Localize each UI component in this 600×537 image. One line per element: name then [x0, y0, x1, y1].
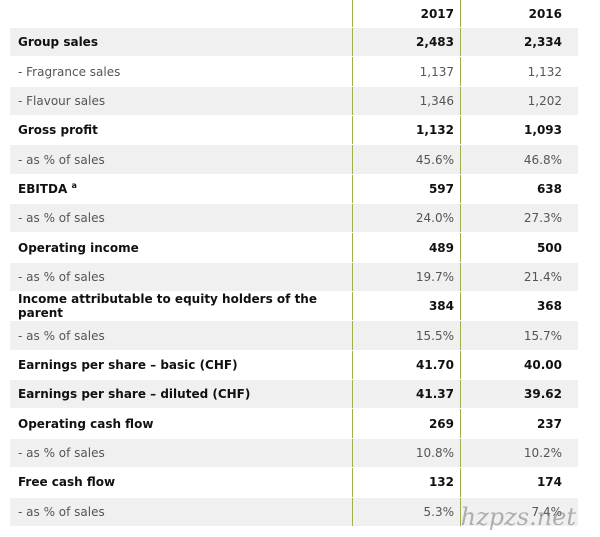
row-label: Earnings per share – diluted (CHF) — [10, 387, 352, 401]
cell-value: 39.62 — [460, 380, 568, 409]
table-row: Operating cash flow 269 237 — [10, 409, 578, 439]
cell-value: 500 — [460, 233, 568, 262]
row-label-text: Group sales — [18, 35, 98, 50]
row-label-text: Free cash flow — [18, 475, 116, 490]
table-row: Earnings per share – basic (CHF) 41.70 40.… — [10, 350, 578, 381]
cell-value: 597 — [352, 174, 460, 204]
row-label-text: - as % of sales — [18, 445, 105, 460]
table-row: Gross profit 1,132 1,093 — [10, 116, 578, 146]
cell-value: 27.3% — [460, 204, 568, 233]
row-label: Income attributable to equity holders of… — [10, 292, 352, 320]
table-row: - as % of sales 24.0% 27.3% — [10, 204, 578, 234]
cell-value: 2,334 — [460, 28, 568, 57]
row-label: Operating cash flow — [10, 417, 352, 431]
cell-value: 1,093 — [460, 116, 568, 145]
table-row: - Fragrance sales 1,137 1,132 — [10, 57, 578, 87]
cell-value: 384 — [352, 292, 460, 321]
cell-value: 489 — [352, 233, 460, 262]
cell-value: 21.4% — [460, 262, 568, 292]
table-row: Earnings per share – diluted (CHF) 41.37 3… — [10, 380, 578, 410]
row-label: Operating income — [10, 241, 352, 255]
cell-value: 638 — [460, 174, 568, 204]
row-label: Earnings per share – basic (CHF) — [10, 358, 352, 372]
row-label-text: - as % of sales — [18, 211, 105, 226]
financial-table: 2017 2016 Group sales 2,483 2,334- Fragrance… — [10, 0, 578, 527]
footnote-mark: a — [71, 181, 77, 191]
row-label-text: EBITDA — [18, 182, 68, 197]
cell-value: 10.8% — [352, 438, 460, 468]
cell-value: 10.2% — [460, 438, 568, 468]
cell-value: 1,346 — [352, 86, 460, 116]
table-row: - as % of sales 5.3% 7.4% — [10, 497, 578, 527]
cell-value: 1,137 — [352, 57, 460, 86]
row-label: - as % of sales — [10, 446, 352, 460]
row-label: EBITDA a — [10, 181, 352, 196]
cell-value: 46.8% — [460, 145, 568, 174]
cell-value: 5.3% — [352, 497, 460, 526]
table-row: EBITDA a 597 638 — [10, 174, 578, 205]
table-row: Income attributable to equity holders of… — [10, 292, 578, 322]
cell-value: 269 — [352, 409, 460, 438]
row-label: Free cash flow — [10, 475, 352, 489]
cell-value: 41.70 — [352, 350, 460, 380]
cell-value: 174 — [460, 468, 568, 497]
cell-value: 1,202 — [460, 86, 568, 116]
header-row: 2017 2016 — [10, 0, 578, 28]
cell-value: 1,132 — [460, 57, 568, 86]
column-header: 2016 — [460, 0, 568, 27]
row-label: - as % of sales — [10, 153, 352, 167]
cell-value: 132 — [352, 468, 460, 497]
table-row: - as % of sales 10.8% 10.2% — [10, 438, 578, 469]
row-label-text: Gross profit — [18, 123, 98, 138]
cell-value: 2,483 — [352, 28, 460, 57]
row-label-text: Operating income — [18, 240, 139, 255]
cell-value: 45.6% — [352, 145, 460, 174]
row-label: - as % of sales — [10, 505, 352, 519]
row-label-text: - as % of sales — [18, 504, 105, 519]
row-label-text: Income attributable to equity holders of… — [18, 292, 317, 321]
row-label-text: - as % of sales — [18, 269, 105, 284]
row-label: - as % of sales — [10, 270, 352, 284]
row-label: - Flavour sales — [10, 94, 352, 108]
cell-value: 41.37 — [352, 380, 460, 409]
cell-value: 368 — [460, 292, 568, 321]
cell-value: 1,132 — [352, 116, 460, 145]
cell-value: 19.7% — [352, 262, 460, 292]
row-label-text: - Fragrance sales — [18, 64, 121, 79]
table-row: Operating income 489 500 — [10, 233, 578, 263]
column-header: 2017 — [352, 0, 460, 27]
row-label: - as % of sales — [10, 329, 352, 343]
cell-value: 7.4% — [460, 497, 568, 526]
table-row: - Flavour sales 1,346 1,202 — [10, 86, 578, 117]
row-label-text: - Flavour sales — [18, 93, 106, 108]
row-label-text: Earnings per share – basic (CHF) — [18, 357, 238, 372]
cell-value: 15.7% — [460, 321, 568, 350]
row-label-text: - as % of sales — [18, 152, 105, 167]
cell-value: 40.00 — [460, 350, 568, 380]
row-label-text: - as % of sales — [18, 328, 105, 343]
table-row: - as % of sales 15.5% 15.7% — [10, 321, 578, 351]
row-label: Group sales — [10, 35, 352, 49]
table-row: Free cash flow 132 174 — [10, 468, 578, 498]
cell-value: 24.0% — [352, 204, 460, 233]
row-label: - as % of sales — [10, 211, 352, 225]
table-row: - as % of sales 19.7% 21.4% — [10, 262, 578, 293]
row-label-text: Operating cash flow — [18, 416, 154, 431]
table-row: Group sales 2,483 2,334 — [10, 28, 578, 58]
table-row: - as % of sales 45.6% 46.8% — [10, 145, 578, 175]
row-label: Gross profit — [10, 123, 352, 137]
watermark: hzpzs.net — [460, 503, 576, 531]
cell-value: 237 — [460, 409, 568, 438]
row-label-text: Earnings per share – diluted (CHF) — [18, 387, 251, 402]
row-label: - Fragrance sales — [10, 65, 352, 79]
cell-value: 15.5% — [352, 321, 460, 350]
